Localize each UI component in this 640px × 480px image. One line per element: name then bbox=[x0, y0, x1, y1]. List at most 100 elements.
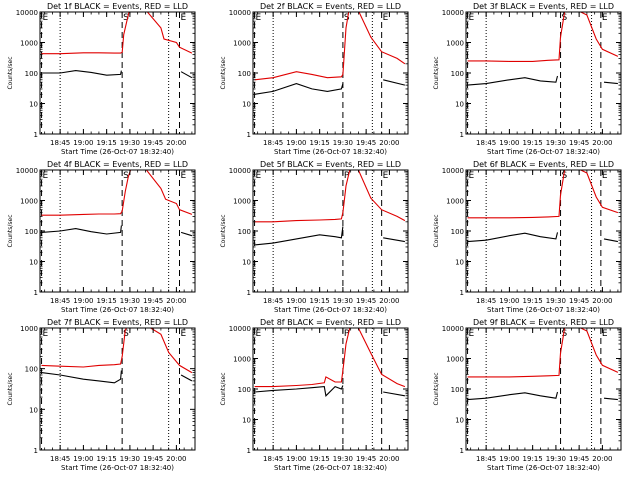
time-marker-label: S bbox=[562, 13, 568, 23]
detector-panel: Det 4f BLACK = Events, RED = LLD E S E 1 10 10… bbox=[7, 160, 196, 314]
y-tick-label: 1 bbox=[460, 289, 464, 297]
lld-series-line bbox=[467, 328, 619, 378]
y-tick-label: 1 bbox=[247, 289, 251, 297]
y-tick-label: 1 bbox=[34, 289, 38, 297]
events-series-line bbox=[467, 391, 618, 401]
time-marker-label: E bbox=[602, 13, 608, 23]
x-tick-label: 19:15 bbox=[97, 455, 117, 463]
panel-title: Det 8f BLACK = Events, RED = LLD bbox=[260, 318, 401, 327]
time-marker-label: E bbox=[43, 13, 49, 23]
x-tick-label: 20:00 bbox=[379, 455, 399, 463]
x-tick-label: 19:00 bbox=[499, 455, 519, 463]
detector-panel: Det 2f BLACK = Events, RED = LLD E S E 1 10 10… bbox=[220, 2, 409, 156]
y-tick-label: 1 bbox=[34, 447, 38, 455]
time-marker-label: S bbox=[123, 171, 129, 181]
time-marker-label: E bbox=[602, 329, 608, 339]
x-tick-label: 18:45 bbox=[263, 455, 283, 463]
x-tick-label: 19:15 bbox=[97, 139, 117, 147]
x-tick-label: 18:45 bbox=[476, 139, 496, 147]
lld-series-line bbox=[254, 170, 406, 223]
x-tick-label: 19:15 bbox=[310, 139, 330, 147]
time-marker-label: E bbox=[469, 13, 475, 23]
y-tick-label: 10000 bbox=[229, 167, 251, 175]
x-tick-label: 19:30 bbox=[333, 455, 353, 463]
y-tick-label: 1000 bbox=[233, 356, 251, 364]
panel-title: Det 9f BLACK = Events, RED = LLD bbox=[473, 318, 614, 327]
time-marker-label: E bbox=[43, 329, 49, 339]
x-axis-label: Start Time (26-Oct-07 18:32:40) bbox=[274, 464, 387, 472]
events-series-line bbox=[41, 70, 193, 79]
plot-data bbox=[41, 12, 193, 79]
time-marker-label: E bbox=[256, 329, 262, 339]
y-axis-label: Counts/sec bbox=[220, 214, 227, 247]
y-axis-label: Counts/sec bbox=[220, 56, 227, 89]
time-marker-label: E bbox=[469, 329, 475, 339]
detector-panel: Det 6f BLACK = Events, RED = LLD E S E 1 10 10… bbox=[433, 160, 622, 314]
y-tick-label: 10000 bbox=[16, 9, 38, 17]
x-axis-label: Start Time (26-Oct-07 18:32:40) bbox=[61, 306, 174, 314]
y-tick-label: 10 bbox=[455, 101, 464, 109]
x-tick-label: 19:15 bbox=[310, 455, 330, 463]
y-tick-label: 10000 bbox=[229, 9, 251, 17]
x-tick-label: 19:00 bbox=[499, 139, 519, 147]
y-tick-label: 10000 bbox=[442, 9, 464, 17]
y-tick-label: 1000 bbox=[20, 198, 38, 206]
panel-title: Det 1f BLACK = Events, RED = LLD bbox=[47, 2, 188, 11]
time-marker-label: S bbox=[123, 13, 129, 23]
x-tick-label: 19:45 bbox=[569, 297, 589, 305]
x-tick-label: 19:00 bbox=[73, 297, 93, 305]
y-tick-label: 10000 bbox=[16, 167, 38, 175]
y-tick-label: 10 bbox=[242, 259, 251, 267]
y-tick-label: 100 bbox=[25, 366, 38, 374]
y-tick-label: 1 bbox=[460, 131, 464, 139]
x-tick-label: 19:30 bbox=[120, 139, 140, 147]
y-tick-label: 1 bbox=[34, 131, 38, 139]
y-axis-label: Counts/sec bbox=[220, 372, 227, 405]
y-tick-label: 1000 bbox=[233, 40, 251, 48]
x-tick-label: 19:30 bbox=[333, 297, 353, 305]
x-tick-label: 19:30 bbox=[546, 455, 566, 463]
time-marker-label: S bbox=[123, 329, 129, 339]
x-tick-label: 19:00 bbox=[73, 139, 93, 147]
plot-data bbox=[254, 328, 406, 397]
x-tick-label: 19:45 bbox=[356, 139, 376, 147]
plot-frame bbox=[252, 327, 409, 451]
y-tick-label: 1000 bbox=[20, 40, 38, 48]
y-tick-label: 1000 bbox=[233, 198, 251, 206]
lld-series-line bbox=[41, 170, 193, 216]
x-tick-label: 19:00 bbox=[499, 297, 519, 305]
time-marker-label: E bbox=[383, 171, 389, 181]
x-tick-label: 20:00 bbox=[166, 139, 186, 147]
events-series-line bbox=[467, 232, 619, 243]
y-axis-label: Counts/sec bbox=[433, 56, 440, 89]
x-tick-label: 18:45 bbox=[50, 139, 70, 147]
lld-series-line bbox=[254, 328, 406, 388]
time-marker-label: S bbox=[562, 171, 568, 181]
x-tick-label: 20:00 bbox=[592, 139, 612, 147]
plot-data bbox=[467, 170, 619, 243]
panel-title: Det 2f BLACK = Events, RED = LLD bbox=[260, 2, 401, 11]
x-tick-label: 19:45 bbox=[356, 455, 376, 463]
y-axis-label: Counts/sec bbox=[7, 56, 14, 89]
y-tick-label: 10 bbox=[29, 259, 38, 267]
plot-frame bbox=[252, 169, 409, 293]
detector-panel: Det 7f BLACK = Events, RED = LLD E S E 1 10 10… bbox=[7, 318, 196, 472]
x-tick-label: 18:45 bbox=[476, 297, 496, 305]
x-tick-label: 18:45 bbox=[50, 455, 70, 463]
x-tick-label: 19:45 bbox=[143, 455, 163, 463]
y-tick-label: 100 bbox=[25, 228, 38, 236]
events-series-line bbox=[254, 79, 406, 95]
events-series-line bbox=[254, 385, 405, 397]
x-tick-label: 19:30 bbox=[546, 139, 566, 147]
panel-title: Det 5f BLACK = Events, RED = LLD bbox=[260, 160, 401, 169]
lld-series-line bbox=[254, 12, 406, 81]
detector-panel: Det 9f BLACK = Events, RED = LLD E S E 1 10 10… bbox=[433, 318, 622, 472]
plot-data bbox=[41, 170, 193, 237]
x-axis-label: Start Time (26-Oct-07 18:32:40) bbox=[487, 148, 600, 156]
y-tick-label: 100 bbox=[238, 228, 251, 236]
x-tick-label: 19:45 bbox=[143, 139, 163, 147]
detector-panel: Det 1f BLACK = Events, RED = LLD E S E 1 10 10… bbox=[7, 2, 196, 156]
y-tick-label: 1000 bbox=[20, 325, 38, 333]
events-series-line bbox=[254, 226, 405, 246]
